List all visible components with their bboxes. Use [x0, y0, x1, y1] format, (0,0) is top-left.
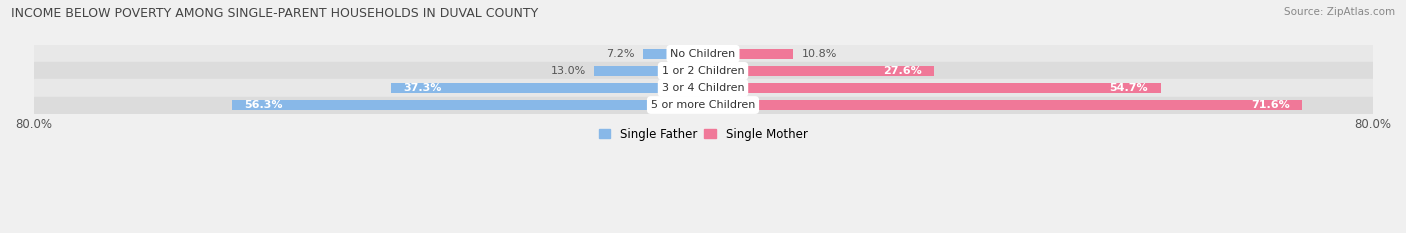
Text: Source: ZipAtlas.com: Source: ZipAtlas.com — [1284, 7, 1395, 17]
Text: 54.7%: 54.7% — [1109, 83, 1149, 93]
Text: 5 or more Children: 5 or more Children — [651, 100, 755, 110]
Bar — [34, 62, 1372, 79]
Text: INCOME BELOW POVERTY AMONG SINGLE-PARENT HOUSEHOLDS IN DUVAL COUNTY: INCOME BELOW POVERTY AMONG SINGLE-PARENT… — [11, 7, 538, 20]
Bar — [391, 83, 703, 93]
Bar — [34, 79, 1372, 96]
Text: 3 or 4 Children: 3 or 4 Children — [662, 83, 744, 93]
Text: 13.0%: 13.0% — [551, 66, 586, 76]
Bar — [703, 100, 1302, 110]
Text: 27.6%: 27.6% — [883, 66, 921, 76]
Text: No Children: No Children — [671, 49, 735, 59]
Text: 1 or 2 Children: 1 or 2 Children — [662, 66, 744, 76]
Bar — [703, 48, 793, 59]
Text: 37.3%: 37.3% — [404, 83, 441, 93]
Bar — [643, 48, 703, 59]
Bar — [232, 100, 703, 110]
Bar — [595, 66, 703, 76]
Bar — [703, 83, 1161, 93]
Legend: Single Father, Single Mother: Single Father, Single Mother — [593, 123, 813, 145]
Bar — [34, 45, 1372, 62]
Text: 71.6%: 71.6% — [1251, 100, 1289, 110]
Bar — [703, 66, 934, 76]
Text: 7.2%: 7.2% — [606, 49, 634, 59]
Text: 10.8%: 10.8% — [801, 49, 837, 59]
Text: 56.3%: 56.3% — [245, 100, 283, 110]
Bar — [34, 96, 1372, 113]
